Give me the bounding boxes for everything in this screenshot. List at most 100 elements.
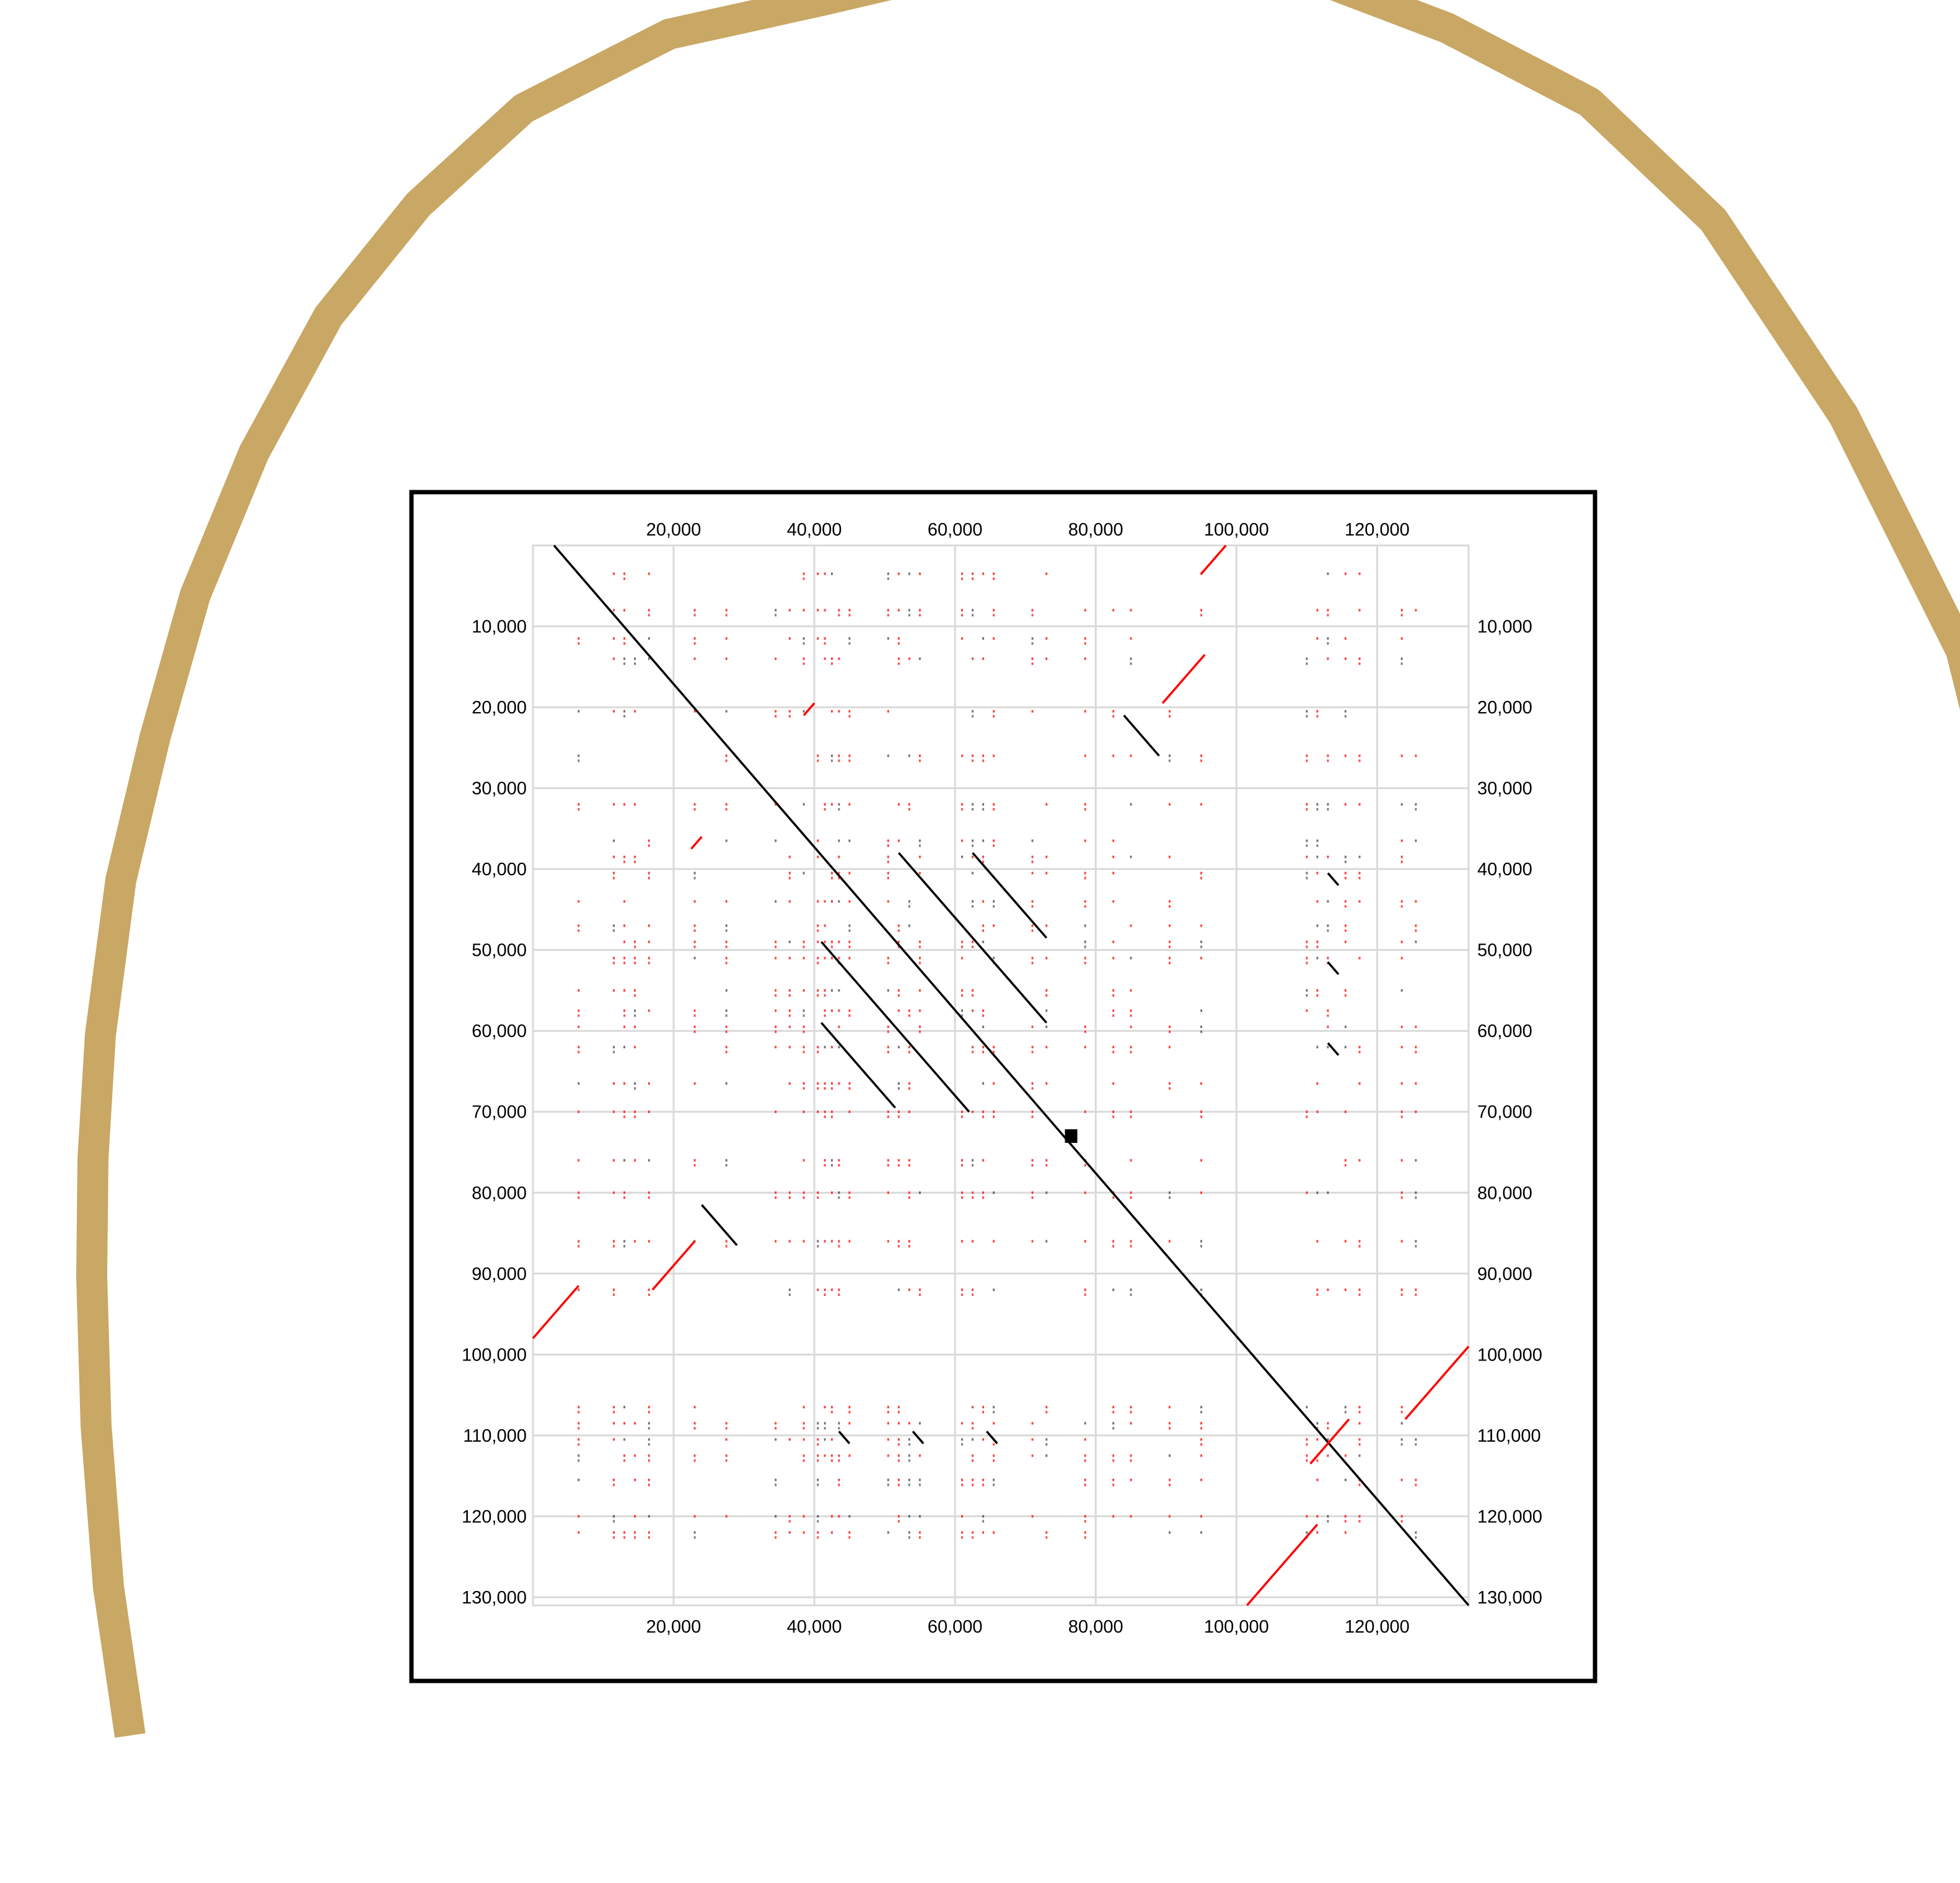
- background-match-dot: [802, 1454, 805, 1457]
- background-match-dot: [887, 637, 889, 640]
- background-match-dot: [838, 871, 840, 875]
- background-match-dot: [1415, 1159, 1417, 1162]
- background-match-dot: [613, 710, 615, 713]
- background-match-dot: [725, 1159, 727, 1162]
- background-match-dot: [982, 754, 985, 757]
- background-match-dot: [838, 754, 840, 757]
- background-match-dot: [838, 1422, 840, 1425]
- background-match-dot: [613, 1411, 615, 1414]
- background-match-dot: [817, 1082, 819, 1085]
- background-match-dot: [1316, 1478, 1319, 1481]
- background-match-dot: [1400, 1422, 1403, 1425]
- background-match-dot: [1344, 1454, 1347, 1457]
- background-match-dot: [634, 1115, 636, 1118]
- background-match-dot: [982, 1014, 985, 1017]
- background-match-dot: [961, 855, 964, 858]
- background-match-dot: [897, 1459, 900, 1462]
- background-match-dot: [961, 572, 964, 575]
- background-match-dot: [972, 940, 974, 943]
- background-match-dot: [838, 657, 840, 660]
- background-match-dot: [788, 1288, 791, 1291]
- background-match-dot: [802, 642, 805, 645]
- background-match-dot: [648, 839, 650, 842]
- background-match-dot: [1358, 956, 1361, 959]
- background-match-dot: [1084, 1459, 1086, 1462]
- background-match-dot: [788, 989, 791, 992]
- background-match-dot: [788, 715, 791, 718]
- background-match-dot: [1415, 1531, 1417, 1534]
- background-match-dot: [613, 572, 615, 575]
- background-match-dot: [1415, 1483, 1417, 1486]
- background-match-dot: [1112, 1411, 1115, 1414]
- background-match-dot: [648, 940, 650, 943]
- background-match-dot: [1168, 855, 1171, 858]
- background-match-dot: [725, 803, 727, 806]
- background-match-dot: [972, 1478, 974, 1481]
- background-match-dot: [1130, 662, 1132, 665]
- background-match-dot: [918, 956, 921, 959]
- background-match-dot: [1358, 871, 1361, 875]
- background-match-dot: [578, 759, 580, 762]
- background-match-dot: [693, 945, 696, 948]
- background-match-dot: [972, 572, 974, 575]
- background-match-dot: [1112, 1051, 1115, 1054]
- background-match-dot: [634, 1454, 636, 1457]
- background-match-dot: [648, 1483, 650, 1486]
- background-match-dot: [775, 1196, 777, 1199]
- background-match-dot: [578, 637, 580, 640]
- background-match-dot: [993, 924, 995, 927]
- decorative-arc: [76, 0, 1960, 1738]
- background-match-dot: [802, 1009, 805, 1012]
- background-match-dot: [775, 710, 777, 713]
- background-match-dot: [1400, 1293, 1403, 1296]
- background-match-dot: [613, 637, 615, 640]
- background-match-dot: [1168, 1531, 1171, 1534]
- background-match-dot: [887, 855, 889, 858]
- background-match-dot: [961, 577, 964, 580]
- background-match-dot: [1168, 1483, 1171, 1486]
- background-match-dot: [817, 1087, 819, 1090]
- background-match-dot: [1084, 1454, 1086, 1457]
- background-match-dot: [802, 577, 805, 580]
- forward-match-segment: [1327, 961, 1340, 975]
- background-match-dot: [1045, 989, 1048, 992]
- background-match-dot: [623, 860, 626, 863]
- background-match-dot: [1344, 1046, 1347, 1049]
- background-match-dot: [788, 637, 791, 640]
- background-match-dot: [802, 1014, 805, 1017]
- background-match-dot: [788, 1438, 791, 1441]
- background-match-dot: [1400, 1159, 1403, 1162]
- background-match-dot: [648, 1536, 650, 1539]
- y-tick-label-left: 130,000: [462, 1588, 527, 1608]
- background-match-dot: [848, 637, 851, 640]
- reverse-match-segment: [1309, 1418, 1350, 1465]
- background-match-dot: [848, 871, 851, 875]
- background-match-dot: [623, 1454, 626, 1457]
- background-match-dot: [982, 1438, 985, 1441]
- background-match-dot: [693, 956, 696, 959]
- background-match-dot: [775, 1438, 777, 1441]
- background-match-dot: [1306, 759, 1308, 762]
- background-match-dot: [897, 1082, 900, 1085]
- y-tick-label-right: 20,000: [1477, 698, 1532, 718]
- background-match-dot: [831, 662, 833, 665]
- background-match-dot: [982, 855, 985, 858]
- background-match-dot: [1168, 754, 1171, 757]
- background-match-dot: [972, 1438, 974, 1441]
- background-match-dot: [1031, 924, 1034, 927]
- background-match-dot: [982, 1159, 985, 1162]
- background-match-dot: [1316, 1288, 1319, 1291]
- background-match-dot: [838, 1454, 840, 1457]
- background-match-dot: [613, 1051, 615, 1054]
- background-match-dot: [802, 1515, 805, 1518]
- background-match-dot: [648, 1159, 650, 1162]
- background-match-dot: [908, 1288, 910, 1291]
- background-match-dot: [1306, 945, 1308, 948]
- background-match-dot: [1031, 905, 1034, 908]
- background-match-dot: [1031, 1046, 1034, 1049]
- background-match-dot: [824, 1046, 826, 1049]
- background-match-dot: [993, 905, 995, 908]
- background-match-dot: [1084, 1288, 1086, 1291]
- background-match-dot: [993, 1046, 995, 1049]
